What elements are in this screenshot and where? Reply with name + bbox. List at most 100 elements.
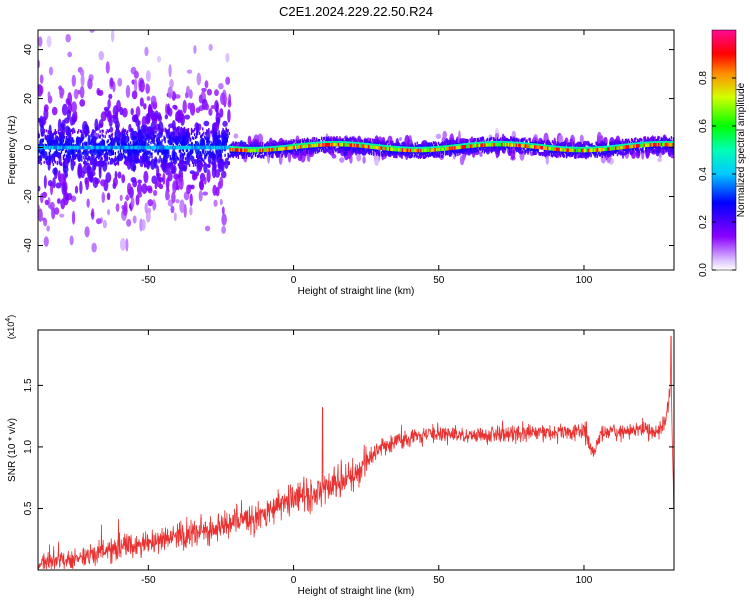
spectrogram-cell: [663, 136, 665, 140]
snr-x-tick-label: 100: [576, 575, 593, 586]
spectrogram-cell: [423, 155, 426, 159]
spectrogram-cell: [438, 150, 441, 154]
spectrogram-cell: [481, 145, 483, 149]
spectrogram-cell: [41, 138, 43, 142]
spectrogram-cell: [90, 142, 92, 146]
spectrogram-cell: [174, 139, 177, 143]
spectrogram-cell: [89, 141, 91, 145]
spectrogram-cell: [86, 141, 88, 145]
spectrogram-ridge-cell: [629, 143, 631, 145]
spectrogram-ridge-cell: [293, 143, 296, 146]
spectrogram-cell: [617, 151, 620, 155]
spectrogram-cell: [479, 152, 483, 157]
spectrogram-cell: [102, 160, 104, 164]
spectrogram-ridge-cell: [110, 145, 113, 150]
spectrogram-cell: [159, 155, 161, 159]
spectrogram-cell: [183, 137, 186, 141]
spectrogram-y-tick-label: -40: [23, 238, 34, 253]
spectrogram-cell: [163, 137, 165, 141]
spectrogram-cell: [227, 161, 229, 165]
spectrogram-cell: [598, 153, 600, 157]
spectrogram-cell: [431, 153, 434, 157]
spectrogram-ridge-cell: [527, 144, 529, 149]
spectrogram-cell: [380, 151, 383, 155]
spectrogram-cell: [131, 133, 134, 137]
spectrogram-cell: [339, 150, 341, 154]
spectrogram-ridge-cell: [62, 145, 64, 150]
spectrogram-ridge-cell: [72, 145, 75, 150]
spectrogram-cell: [214, 169, 221, 178]
spectrogram-cell: [38, 133, 40, 137]
spectrogram-cell: [234, 144, 236, 148]
spectrogram-cell: [580, 154, 582, 158]
spectrogram-cell: [52, 177, 56, 189]
spectrogram-ridge-cell: [354, 143, 357, 148]
spectrogram-ridge-cell: [592, 148, 595, 152]
spectrogram-ridge-cell: [157, 145, 160, 150]
spectrogram-ridge-cell: [650, 143, 652, 147]
spectrogram-ridge-cell: [284, 146, 286, 151]
spectrogram-cell: [68, 132, 71, 136]
spectrogram-cell: [579, 142, 581, 146]
spectrogram-cell: [213, 199, 218, 207]
spectrogram-ridge-cell: [203, 145, 205, 150]
spectrogram-cell: [254, 153, 257, 157]
spectrogram-ridge-cell: [405, 146, 408, 149]
spectrogram-cell: [422, 144, 425, 148]
spectrogram-ridge-cell: [528, 144, 531, 149]
spectrogram-cell: [514, 137, 516, 141]
spectrogram-cell: [64, 150, 67, 154]
spectrogram-ridge-cell: [392, 145, 395, 148]
svg-text:(x104): (x104): [5, 315, 16, 339]
spectrogram-cell: [341, 146, 343, 150]
spectrogram-cell: [413, 150, 415, 154]
spectrogram-cell: [612, 149, 615, 153]
spectrogram-cell: [99, 130, 101, 134]
spectrogram-cell: [553, 152, 556, 156]
spectrogram-cell: [108, 134, 110, 138]
spectrogram-ridge-cell: [549, 146, 552, 151]
spectrogram-ridge-cell: [373, 143, 375, 146]
spectrogram-cell: [540, 151, 542, 155]
spectrogram-cell: [222, 163, 224, 167]
spectrogram-ridge-cell: [612, 146, 614, 151]
spectrogram-cell: [215, 149, 217, 153]
spectrogram-cell: [114, 170, 118, 180]
spectrogram-cell: [312, 148, 315, 152]
spectrogram-ridge-cell: [671, 141, 673, 143]
spectrogram-cell: [449, 140, 451, 144]
spectrogram-cell: [278, 154, 280, 158]
spectrogram-cell: [399, 143, 401, 147]
spectrogram-cell: [132, 130, 135, 134]
spectrogram-cell: [50, 136, 53, 140]
spectrogram-ridge-cell: [577, 148, 579, 153]
spectrogram-cell: [210, 130, 212, 134]
spectrogram-cell: [565, 151, 568, 155]
spectrogram-cell: [196, 72, 202, 86]
spectrogram-ridge-cell: [443, 145, 446, 148]
spectrogram-ridge-cell: [656, 141, 659, 143]
spectrogram-ridge-cell: [320, 143, 323, 147]
spectrogram-ridge-cell: [335, 142, 337, 147]
spectrogram-cell: [103, 161, 105, 165]
spectrogram-cell: [656, 138, 658, 142]
spectrogram-cell: [193, 159, 196, 163]
spectrogram-cell: [107, 98, 111, 109]
spectrogram-ridge-cell: [429, 146, 431, 149]
spectrogram-ridge-cell: [207, 145, 209, 150]
spectrogram-cell: [664, 137, 666, 141]
spectrogram-cell: [341, 138, 343, 142]
spectrogram-cell: [38, 155, 40, 159]
spectrogram-cell: [84, 161, 86, 165]
spectrogram-ridge-cell: [267, 146, 269, 149]
spectrogram-cell: [58, 161, 61, 165]
spectrogram-ridge-cell: [421, 146, 424, 149]
spectrogram-cell: [289, 149, 291, 153]
spectrogram-cell: [108, 143, 110, 147]
spectrogram-cell: [126, 148, 129, 152]
spectrogram-cell: [376, 139, 379, 143]
spectrogram-cell: [66, 132, 69, 136]
spectrogram-cell: [157, 152, 159, 156]
spectrogram-ridge-cell: [480, 141, 482, 144]
spectrogram-cell: [342, 149, 344, 153]
